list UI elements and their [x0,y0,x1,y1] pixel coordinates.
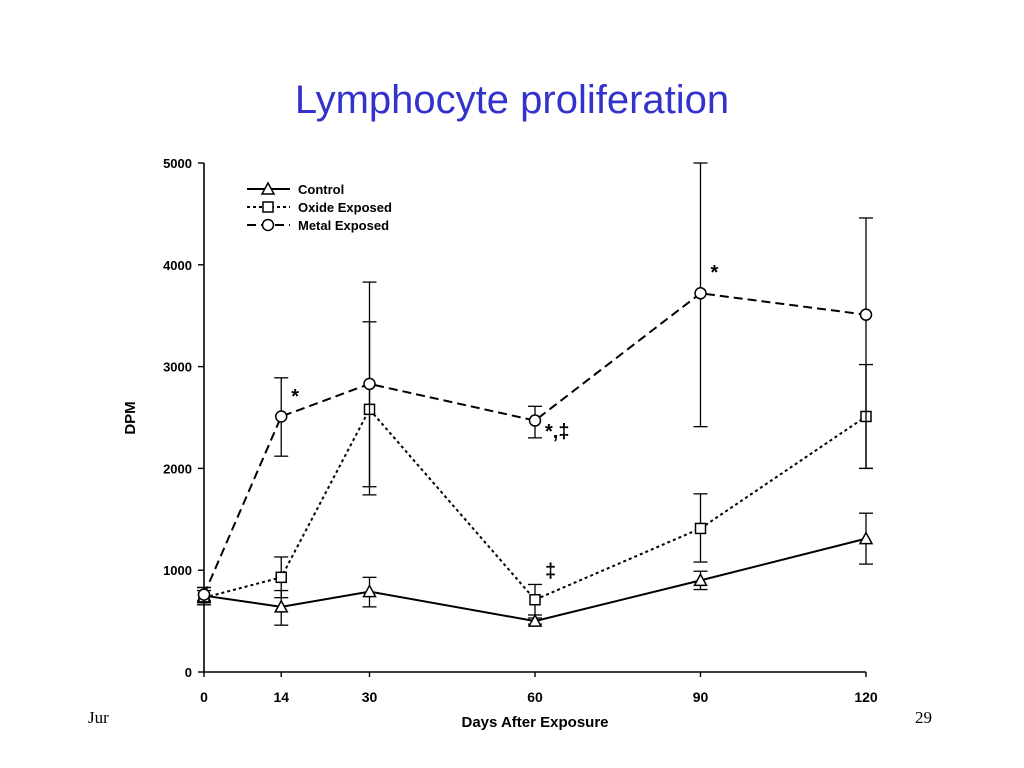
x-tick-label: 0 [200,689,208,705]
chart-ticks: 0 1000 2000 3000 4000 5000 0 14 30 60 90 120 [163,156,878,705]
series-oxide-exposed [197,321,873,616]
data-point-triangle [693,572,708,587]
series-line [203,292,867,596]
legend-label: Control [298,182,344,197]
chart-annotations: * *,‡ ‡ * [291,262,718,582]
data-point-square [275,571,287,584]
series-line [203,537,867,623]
y-tick-label: 5000 [163,156,192,171]
data-point-triangle [858,531,874,545]
footer-text: Jur [88,708,109,727]
significance-annotation: ‡ [545,560,556,582]
significance-annotation: * [711,262,719,284]
y-tick-label: 4000 [163,258,192,273]
legend-item-control: Control [247,181,344,197]
x-tick-label: 14 [273,689,289,705]
y-tick-label: 0 [185,665,192,680]
data-point-circle [859,308,873,321]
legend-item-metal-exposed: Metal Exposed [247,218,389,233]
legend-marker-circle [261,218,275,232]
data-point-circle [528,414,542,427]
y-axis-label: DPM [122,401,139,434]
significance-annotation: * [291,386,299,408]
x-tick-label: 30 [362,689,378,705]
series-metal-exposed [197,162,873,603]
data-point-triangle [527,613,543,627]
x-tick-label: 90 [693,689,709,705]
data-point-square [694,522,707,535]
legend-label: Oxide Exposed [298,200,392,215]
data-point-circle [274,410,288,423]
legend-label: Metal Exposed [298,218,389,233]
legend-marker-triangle [260,181,276,195]
y-tick-label: 2000 [163,461,192,476]
y-tick-label: 1000 [163,563,192,578]
chart-series [196,162,874,627]
series-line [203,407,867,601]
significance-annotation: *,‡ [545,421,569,443]
data-point-circle [694,287,707,300]
page-number: 29 [915,708,932,727]
legend-marker-square [262,201,274,213]
data-point-circle [197,588,211,601]
x-tick-label: 120 [854,689,878,705]
x-axis-label: Days After Exposure [462,714,609,731]
data-point-triangle [273,599,289,613]
data-point-circle [363,377,376,391]
legend-item-oxide-exposed: Oxide Exposed [247,200,392,215]
y-tick-label: 3000 [163,360,192,375]
slide-title: Lymphocyte proliferation [294,78,730,122]
chart-legend: Control Oxide Exposed Metal Exposed [247,181,392,233]
x-tick-label: 60 [527,689,543,705]
data-point-triangle [362,584,377,598]
data-point-square [529,593,541,606]
